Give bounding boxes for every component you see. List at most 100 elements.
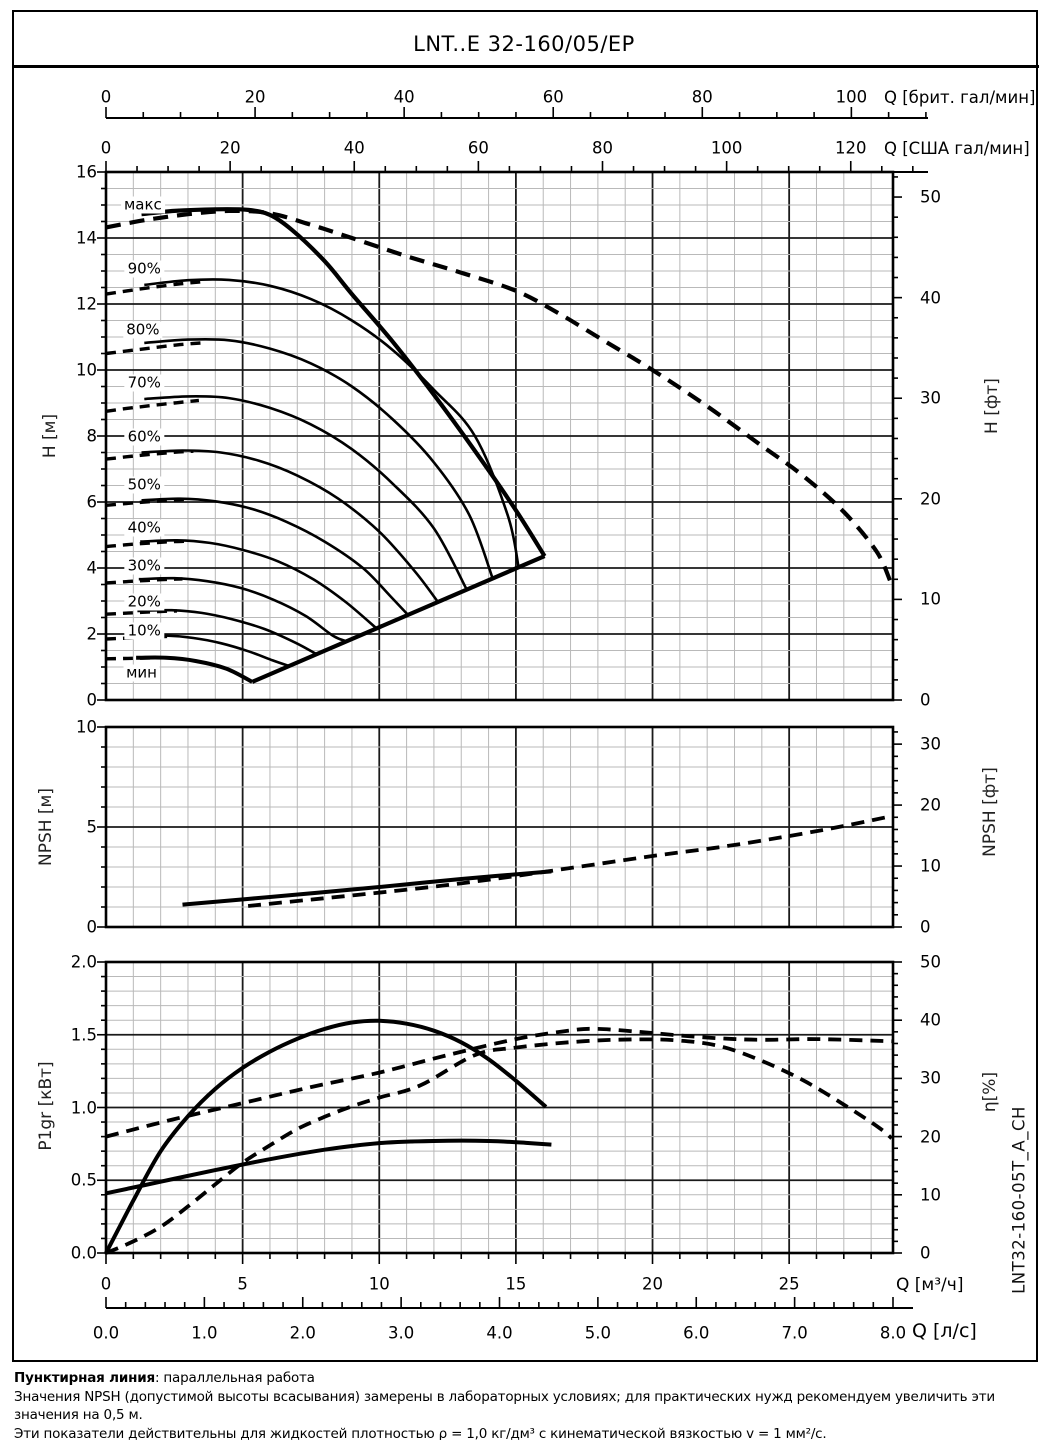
- ruler-label-m3h: 15: [505, 1274, 527, 1294]
- footer-notes: Пунктирная линия: параллельная работа Зн…: [14, 1369, 1040, 1440]
- ruler-label-us: 120: [835, 138, 867, 158]
- y-left-tick-label: 1.5: [70, 1025, 97, 1045]
- speed-label-60pct: 60%: [124, 428, 164, 446]
- flow-unit-ls: Q [л/с]: [912, 1320, 977, 1342]
- ruler-label-imp: 0: [100, 87, 112, 107]
- y-right-tick-label: 20: [920, 795, 941, 815]
- y-left-tick-label: 16: [76, 162, 97, 182]
- ruler-label-ls: 8.0: [879, 1323, 907, 1343]
- speed-label-80pct: 80%: [123, 321, 163, 339]
- speed-label-мин: мин: [123, 664, 160, 682]
- curve-70%-параллельная: [105, 398, 200, 413]
- y-left-tick-label: 4: [86, 558, 98, 578]
- y-right-tick-label: 20: [920, 1127, 941, 1147]
- y-right-tick-label: 50: [920, 187, 941, 207]
- curve-60%: [141, 449, 440, 603]
- ruler-label-ls: 3.0: [388, 1323, 415, 1343]
- y-left-tick-label: 0: [86, 690, 98, 710]
- y-left-tick-label: 8: [86, 426, 98, 446]
- y-left-tick-label: 2: [86, 624, 98, 644]
- outer-frame: [12, 10, 1038, 1362]
- curve-90%: [144, 278, 520, 568]
- curve-50%: [141, 497, 409, 616]
- speed-label-70pct: 70%: [124, 374, 164, 392]
- y-right-tick-label: 30: [920, 734, 941, 754]
- ruler-label-ls: 1.0: [191, 1323, 218, 1343]
- curve-80%-параллельная: [105, 341, 202, 356]
- footer-legend-line: Пунктирная линия: параллельная работа: [14, 1369, 1040, 1388]
- curve-20%: [137, 608, 318, 656]
- y-right-tick-label: 40: [920, 288, 941, 308]
- speed-label-макс: макс: [120, 196, 165, 214]
- title-separator: [12, 65, 1039, 68]
- y-right-tick-label: 0: [920, 690, 931, 710]
- curve-границa-рабочей-зоны: [251, 554, 546, 684]
- curve-10%: [136, 634, 290, 668]
- y-right-tick-label: 10: [920, 1185, 941, 1205]
- y-left-tick-label: 10: [76, 717, 97, 737]
- y-right-tick-label: 40: [920, 1010, 941, 1030]
- y-right-tick-label: 30: [920, 388, 941, 408]
- ruler-label-m3h: 25: [778, 1274, 800, 1294]
- ruler-label-us: 0: [100, 138, 112, 158]
- ruler-label-imp: 40: [393, 87, 415, 107]
- ruler-label-imp: 60: [542, 87, 564, 107]
- y-right-tick-label: 10: [920, 856, 941, 876]
- y-right-tick-label: 20: [920, 489, 941, 509]
- curve-p1gr-одиночная: [105, 1138, 552, 1196]
- y-left-tick-label: 12: [76, 294, 97, 314]
- footer-legend-term: Пунктирная линия: [14, 1370, 155, 1386]
- speed-label-20pct: 20%: [124, 593, 164, 611]
- flow-unit-us-gpm: Q [США гал/мин]: [884, 139, 1030, 158]
- y-left-tick-label: 0.5: [70, 1170, 97, 1190]
- ruler-label-ls: 5.0: [584, 1323, 611, 1343]
- y-left-tick-label: 10: [76, 360, 97, 380]
- ruler-label-ls: 0.0: [92, 1323, 120, 1343]
- y-right-tick-label: 50: [920, 952, 941, 972]
- speed-label-10pct: 10%: [124, 622, 164, 640]
- ruler-label-us: 40: [343, 138, 365, 158]
- curve-70%: [144, 395, 468, 591]
- ruler-label-ls: 7.0: [781, 1323, 808, 1343]
- footer-npsh-note: Значения NPSH (допустимой высоты всасыва…: [14, 1388, 995, 1424]
- y-right-tick-label: 30: [920, 1068, 941, 1088]
- ruler-label-imp: 20: [244, 87, 266, 107]
- footer-density-note: Эти показатели действительны для жидкост…: [14, 1425, 827, 1440]
- curve-макс-параллельная: [105, 208, 893, 583]
- y-left-tick-label: 2.0: [70, 952, 97, 972]
- y-right-tick-label: 0: [920, 917, 931, 937]
- y-left-tick-label: 5: [86, 817, 98, 837]
- curve-мин: [136, 655, 254, 684]
- y-left-tick-label: 6: [86, 492, 98, 512]
- y-left-tick-label: 14: [76, 228, 97, 248]
- footer-legend-rest: : параллельная работа: [154, 1370, 315, 1386]
- flow-unit-m3h: Q [м³/ч]: [896, 1275, 964, 1295]
- ruler-label-us: 60: [467, 138, 489, 158]
- speed-label-90pct: 90%: [124, 260, 164, 278]
- ruler-label-us: 100: [710, 138, 743, 158]
- speed-label-40pct: 40%: [124, 519, 164, 537]
- y-right-tick-label: 0: [920, 1243, 931, 1263]
- curve-p1gr-параллельная: [105, 1026, 894, 1139]
- ruler-label-us: 20: [219, 138, 241, 158]
- page-title: LNT..E 32-160/05/EP: [413, 32, 635, 56]
- y-right-tick-label: 10: [920, 589, 941, 609]
- ruler-label-m3h: 5: [237, 1274, 248, 1294]
- ruler-label-m3h: 10: [368, 1274, 390, 1294]
- ruler-label-us: 80: [592, 138, 613, 158]
- ruler-label-m3h: 0: [100, 1274, 112, 1294]
- curve--параллельная: [105, 1037, 893, 1255]
- curve-npsh-одиночная: [182, 869, 552, 907]
- curve-20%-параллельная: [105, 609, 178, 616]
- ruler-label-imp: 80: [691, 87, 713, 107]
- speed-label-30pct: 30%: [124, 557, 164, 575]
- curve--одиночная: [104, 1018, 548, 1254]
- ruler-label-imp: 100: [835, 87, 868, 107]
- y-left-tick-label: 0.0: [70, 1243, 97, 1263]
- ruler-label-m3h: 20: [642, 1274, 664, 1294]
- ruler-label-ls: 6.0: [683, 1323, 710, 1343]
- speed-label-50pct: 50%: [124, 476, 164, 494]
